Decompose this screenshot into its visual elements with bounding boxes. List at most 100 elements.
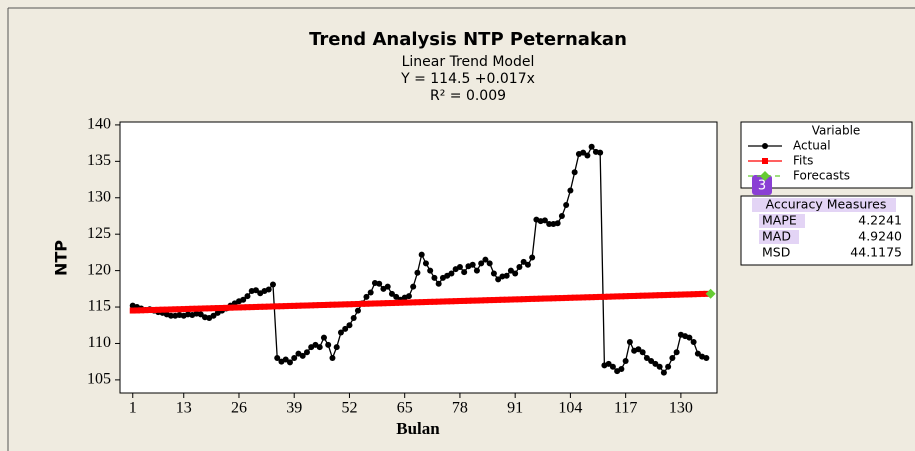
- y-tick-label: 115: [88, 298, 111, 315]
- point: [550, 295, 557, 302]
- point: [274, 355, 281, 362]
- point: [597, 293, 604, 300]
- point: [465, 297, 472, 304]
- point: [329, 301, 336, 308]
- point: [393, 293, 400, 300]
- point: [567, 294, 574, 301]
- point: [197, 305, 204, 312]
- point: [405, 293, 412, 300]
- point: [635, 292, 642, 299]
- legend-label: Actual: [793, 139, 831, 153]
- point: [563, 294, 570, 301]
- point: [639, 349, 646, 356]
- point: [248, 304, 255, 311]
- point: [214, 305, 221, 312]
- point: [303, 302, 310, 309]
- point: [422, 299, 429, 306]
- point: [142, 307, 149, 314]
- point: [325, 341, 332, 348]
- point: [516, 296, 523, 303]
- subtitle: Y = 114.5 +0.017x: [400, 71, 535, 87]
- point: [159, 306, 166, 313]
- point: [431, 298, 438, 305]
- x-tick-label: 117: [614, 400, 637, 417]
- point: [618, 365, 625, 372]
- point: [652, 360, 659, 367]
- point: [282, 356, 289, 363]
- point: [388, 290, 395, 297]
- point: [354, 300, 361, 307]
- point: [626, 293, 633, 300]
- measure-value: 4.2241: [858, 213, 902, 228]
- point: [427, 298, 434, 305]
- point: [303, 349, 310, 356]
- point: [363, 300, 370, 307]
- badge: [752, 175, 772, 195]
- point: [626, 339, 633, 346]
- point: [227, 304, 234, 311]
- point: [286, 302, 293, 309]
- legend-label: Forecasts: [793, 169, 850, 183]
- point: [605, 293, 612, 300]
- point: [384, 283, 391, 290]
- point: [495, 276, 502, 283]
- legend-marker: [762, 158, 768, 164]
- point: [665, 291, 672, 298]
- point: [705, 288, 716, 299]
- badge-label: 3: [758, 179, 766, 194]
- point: [197, 311, 204, 318]
- point: [201, 305, 208, 312]
- x-tick-label: 65: [397, 400, 413, 417]
- x-tick-label: 78: [452, 400, 468, 417]
- y-tick-label: 105: [87, 371, 111, 388]
- x-tick-label: 91: [507, 400, 523, 417]
- point: [448, 298, 455, 305]
- x-tick-label: 130: [669, 400, 693, 417]
- point: [210, 312, 217, 319]
- legend-marker: [762, 143, 768, 149]
- point: [567, 187, 574, 194]
- point: [150, 306, 157, 313]
- point: [337, 301, 344, 308]
- point: [388, 300, 395, 307]
- point: [529, 295, 536, 302]
- point: [614, 293, 621, 300]
- point: [456, 297, 463, 304]
- y-tick-label: 110: [88, 334, 111, 351]
- point: [231, 304, 238, 311]
- point: [516, 263, 523, 270]
- point: [346, 301, 353, 308]
- point: [486, 260, 493, 267]
- point: [376, 280, 383, 287]
- point: [520, 296, 527, 303]
- point: [584, 152, 591, 159]
- point: [660, 369, 667, 376]
- point: [146, 307, 153, 314]
- point: [490, 270, 497, 277]
- point: [223, 304, 230, 311]
- point: [252, 287, 259, 294]
- point: [172, 306, 179, 313]
- point: [439, 298, 446, 305]
- point: [533, 295, 540, 302]
- point: [274, 303, 281, 310]
- point: [673, 291, 680, 298]
- point: [669, 355, 676, 362]
- point: [422, 260, 429, 267]
- point: [541, 295, 548, 302]
- point: [240, 296, 247, 303]
- point: [308, 302, 315, 309]
- point: [537, 295, 544, 302]
- x-axis-label: Bulan: [396, 419, 440, 438]
- point: [609, 363, 616, 370]
- point: [588, 143, 595, 150]
- point: [520, 258, 527, 265]
- point: [193, 305, 200, 312]
- y-tick-label: 120: [87, 261, 111, 278]
- point: [677, 291, 684, 298]
- point: [376, 300, 383, 307]
- point: [618, 293, 625, 300]
- point: [524, 296, 531, 303]
- point: [461, 297, 468, 304]
